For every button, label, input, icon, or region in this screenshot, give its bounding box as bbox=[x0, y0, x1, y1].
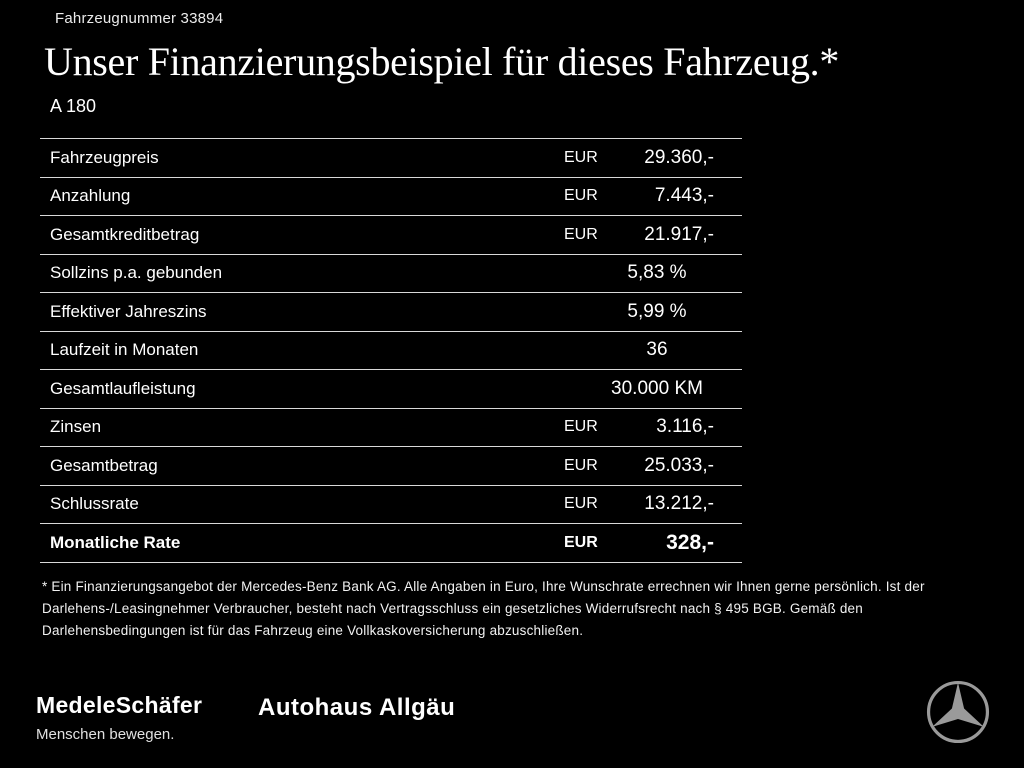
row-value: 7.443,- bbox=[654, 185, 714, 207]
row-label: Effektiver Jahreszins bbox=[50, 301, 207, 321]
row-label: Fahrzeugpreis bbox=[50, 147, 159, 167]
finance-table: Fahrzeugpreis EUR 29.360,- Anzahlung EUR… bbox=[40, 138, 742, 563]
row-value: 3.116,- bbox=[656, 416, 714, 438]
row-label: Gesamtkreditbetrag bbox=[50, 224, 200, 244]
table-row-gesamtlaufleistung: Gesamtlaufleistung 30.000 KM bbox=[40, 369, 742, 408]
table-row-sollzins: Sollzins p.a. gebunden 5,83 % bbox=[40, 253, 742, 293]
vehicle-model: A 180 bbox=[50, 96, 97, 116]
row-label: Zinsen bbox=[50, 417, 102, 437]
row-value: 36 bbox=[646, 339, 668, 361]
row-currency: EUR bbox=[564, 187, 598, 205]
table-row-zinsen: Zinsen EUR 3.116,- bbox=[40, 407, 742, 447]
table-row-anzahlung: Anzahlung EUR 7.443,- bbox=[40, 176, 742, 216]
dealer-tagline: Menschen bewegen. bbox=[36, 726, 175, 743]
row-label: Gesamtlaufleistung bbox=[50, 378, 196, 398]
row-currency: EUR bbox=[564, 495, 598, 513]
mercedes-benz-star-icon bbox=[926, 680, 990, 744]
table-row-fahrzeugpreis: Fahrzeugpreis EUR 29.360,- bbox=[40, 138, 742, 177]
row-currency: EUR bbox=[564, 456, 598, 474]
row-label: Sollzins p.a. gebunden bbox=[50, 263, 223, 283]
table-row-laufzeit: Laufzeit in Monaten 36 bbox=[40, 330, 742, 370]
row-label: Gesamtbetrag bbox=[50, 455, 158, 475]
row-value: 5,83 % bbox=[627, 262, 687, 284]
footer: MedeleSchäfer Menschen bewegen. Autohaus… bbox=[0, 678, 1024, 768]
table-row-gesamtbetrag: Gesamtbetrag EUR 25.033,- bbox=[40, 446, 742, 485]
row-currency: EUR bbox=[564, 148, 598, 166]
vehicle-number: Fahrzeugnummer 33894 bbox=[55, 10, 224, 27]
row-currency: EUR bbox=[564, 225, 598, 243]
row-value: 30.000 KM bbox=[611, 377, 703, 399]
legal-footnote: * Ein Finanzierungsangebot der Mercedes-… bbox=[42, 579, 925, 638]
row-value: 29.360,- bbox=[644, 146, 714, 168]
table-row-gesamtkreditbetrag: Gesamtkreditbetrag EUR 21.917,- bbox=[40, 215, 742, 254]
row-value: 328,- bbox=[666, 530, 714, 554]
dealer-logo-autohaus-allgaeu: Autohaus Allgäu bbox=[258, 694, 456, 721]
table-row-monatliche-rate: Monatliche Rate EUR 328,- bbox=[40, 523, 742, 562]
row-label: Laufzeit in Monaten bbox=[50, 340, 199, 360]
dealer-logo-medele-schaefer: MedeleSchäfer bbox=[36, 692, 203, 718]
row-label: Monatliche Rate bbox=[50, 532, 181, 552]
row-value: 5,99 % bbox=[627, 300, 687, 322]
row-value: 13.212,- bbox=[644, 493, 714, 515]
row-value: 25.033,- bbox=[644, 454, 714, 476]
page-title: Unser Finanzierungsbeispiel für dieses F… bbox=[44, 39, 840, 84]
row-label: Anzahlung bbox=[50, 186, 131, 206]
row-currency: EUR bbox=[564, 418, 598, 436]
row-value: 21.917,- bbox=[644, 223, 714, 245]
table-row-effektiver-jahreszins: Effektiver Jahreszins 5,99 % bbox=[40, 292, 742, 331]
row-currency: EUR bbox=[564, 533, 598, 551]
row-label: Schlussrate bbox=[50, 494, 139, 514]
table-row-schlussrate: Schlussrate EUR 13.212,- bbox=[40, 484, 742, 524]
